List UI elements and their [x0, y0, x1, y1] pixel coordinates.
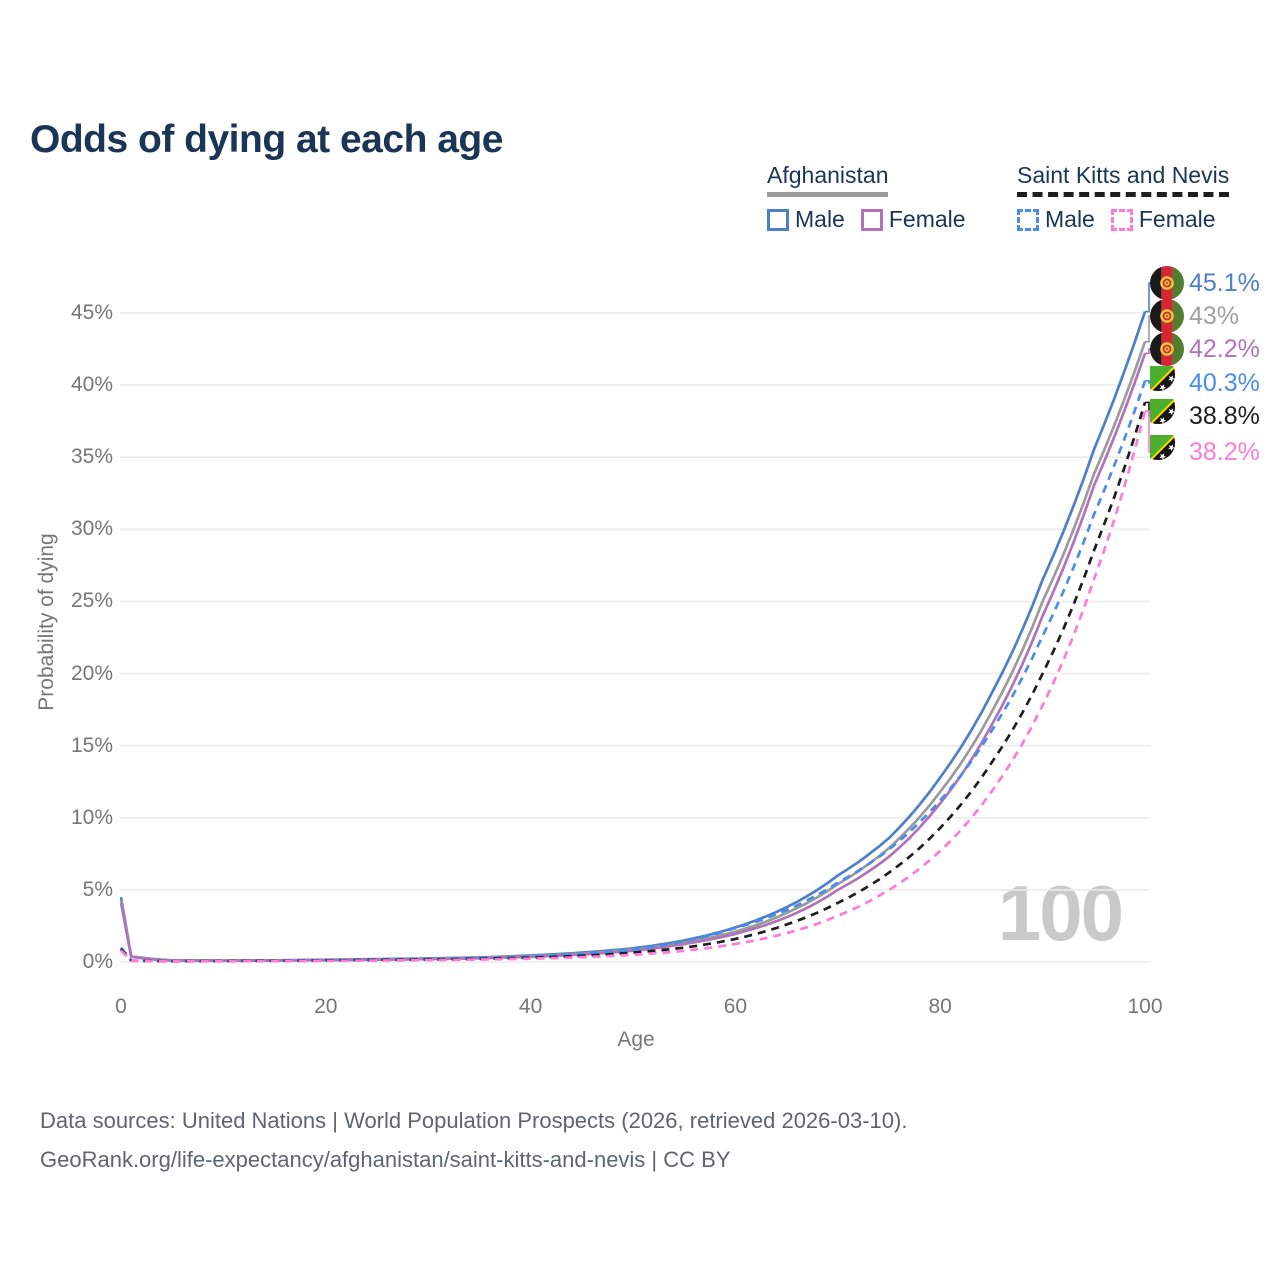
data-sources-line: Data sources: United Nations | World Pop…	[40, 1108, 908, 1133]
legend-swatch-afghanistan-female-icon[interactable]	[860, 208, 883, 231]
legend-country-afghanistan[interactable]: Afghanistan	[767, 162, 889, 197]
y-tick-15: 15%	[70, 733, 113, 757]
y-tick-20: 20%	[70, 661, 113, 685]
y-tick-10: 10%	[70, 805, 113, 829]
attribution-line[interactable]: GeoRank.org/life-expectancy/afghanistan/…	[40, 1147, 731, 1172]
legend-label-skn-male[interactable]: Male	[1045, 206, 1095, 232]
age-counter-watermark: 100	[997, 869, 1124, 957]
y-tick-5: 5%	[82, 877, 113, 901]
flag-afghanistan-icon	[1150, 266, 1184, 300]
end-label-value: 43%	[1189, 301, 1240, 330]
series-line-saint-kitts-and-nevis-male[interactable]	[119, 380, 1147, 963]
end-label-row-saint-kitts-and-nevis-female: 38.2%	[1150, 435, 1260, 469]
x-axis-title: Age	[617, 1028, 655, 1051]
legend-label-skn-female[interactable]: Female	[1138, 206, 1216, 232]
y-tick-40: 40%	[70, 373, 113, 397]
flag-saint-kitts-and-nevis-icon	[1150, 399, 1184, 433]
x-tick-80: 80	[928, 995, 952, 1018]
end-label-value: 38.8%	[1189, 401, 1260, 430]
x-tick-0: 0	[115, 995, 127, 1018]
y-tick-25: 25%	[70, 589, 113, 613]
series-line-saint-kitts-and-nevis-both-sexes[interactable]	[119, 402, 1147, 963]
flag-saint-kitts-and-nevis-icon	[1150, 366, 1184, 400]
series-line-afghanistan-both-sexes[interactable]	[119, 341, 1147, 963]
legend-group-saint-kitts-and-nevis: Saint Kitts and Nevis Male Female	[1017, 162, 1232, 233]
x-tick-60: 60	[723, 995, 748, 1018]
x-tick-40: 40	[518, 995, 543, 1018]
series-line-saint-kitts-and-nevis-female[interactable]	[120, 410, 1147, 963]
flag-afghanistan-icon	[1150, 332, 1184, 366]
legend-label-afghanistan-male[interactable]: Male	[795, 206, 845, 232]
flag-saint-kitts-and-nevis-icon	[1150, 435, 1184, 469]
end-label-row-afghanistan-male: 45.1%	[1150, 266, 1260, 300]
end-label-value: 42.2%	[1189, 334, 1260, 363]
end-label-row-afghanistan-female: 42.2%	[1150, 332, 1260, 366]
legend-items-afghanistan: Male Female	[767, 206, 982, 233]
legend-label-afghanistan-female[interactable]: Female	[888, 206, 966, 232]
series-line-afghanistan-female[interactable]	[119, 352, 1147, 963]
end-label-value: 40.3%	[1189, 368, 1260, 397]
legend-group-afghanistan: Afghanistan Male Female	[767, 162, 982, 233]
end-label-value: 38.2%	[1189, 437, 1260, 466]
legend-country-saint-kitts-and-nevis[interactable]: Saint Kitts and Nevis	[1017, 162, 1230, 197]
legend-items-saint-kitts-and-nevis: Male Female	[1017, 206, 1232, 233]
end-label-row-saint-kitts-and-nevis-male: 40.3%	[1150, 366, 1260, 400]
page-title: Odds of dying at each age	[30, 118, 503, 162]
y-tick-30: 30%	[70, 517, 113, 541]
flag-afghanistan-icon	[1150, 299, 1184, 333]
legend-swatch-skn-female-icon[interactable]	[1110, 208, 1133, 231]
end-label-row-afghanistan-both-sexes: 43%	[1150, 299, 1239, 333]
y-tick-45: 45%	[70, 301, 113, 324]
x-tick-100: 100	[1127, 995, 1163, 1018]
series-line-afghanistan-male[interactable]	[119, 311, 1147, 962]
y-tick-35: 35%	[70, 445, 113, 469]
end-label-value: 45.1%	[1189, 268, 1260, 297]
y-tick-0: 0%	[82, 950, 113, 973]
end-label-row-saint-kitts-and-nevis-both-sexes: 38.8%	[1150, 399, 1260, 433]
legend-swatch-afghanistan-male-icon[interactable]	[767, 208, 789, 231]
legend-swatch-skn-male-icon[interactable]	[1017, 208, 1039, 231]
x-tick-20: 20	[314, 995, 338, 1018]
